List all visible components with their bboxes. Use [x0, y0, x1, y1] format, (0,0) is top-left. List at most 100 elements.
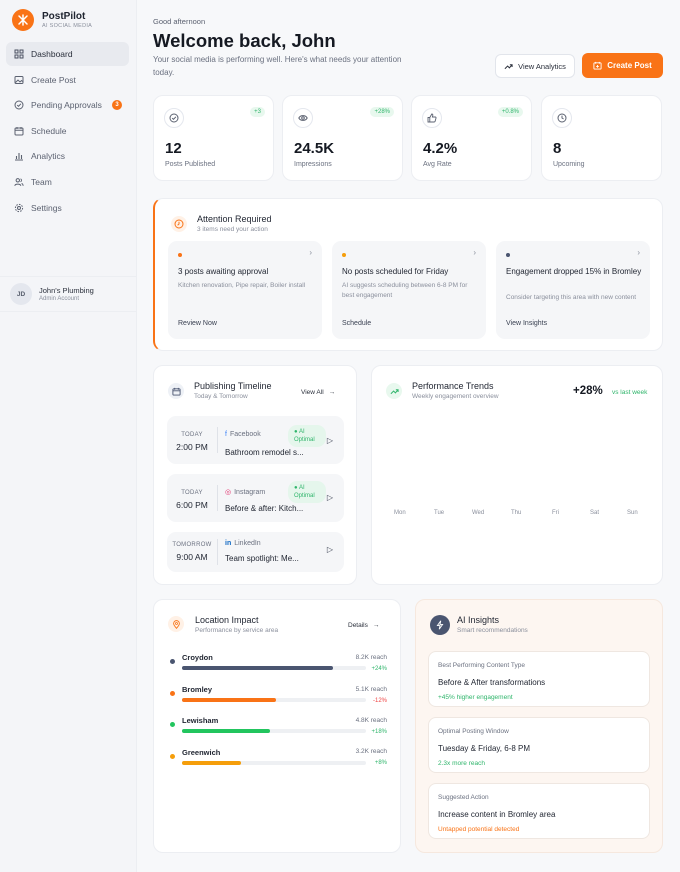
play-icon[interactable]: ▷: [326, 436, 333, 445]
sidebar-item-label: Settings: [31, 202, 62, 213]
logo-icon: [12, 9, 34, 31]
attention-subtitle: 3 items need your action: [197, 226, 268, 233]
insight-card[interactable]: Optimal Posting Window Tuesday & Friday,…: [428, 717, 650, 773]
sidebar-item-team[interactable]: Team: [6, 170, 129, 194]
details-link[interactable]: Details →: [348, 622, 379, 629]
review-now-link[interactable]: Review Now: [178, 320, 217, 327]
insight-key: Best Performing Content Type: [438, 662, 525, 669]
sidebar: PostPilot AI SOCIAL MEDIA Dashboard Crea…: [0, 0, 137, 872]
attention-item-title: 3 posts awaiting approval: [178, 267, 269, 276]
play-icon[interactable]: ▷: [326, 545, 333, 554]
timeline-subtitle: Today & Tomorrow: [194, 393, 248, 400]
sidebar-item-settings[interactable]: Settings: [6, 196, 129, 220]
performance-change: +28%: [573, 385, 603, 397]
location-bar-track: [182, 666, 366, 670]
account-switcher[interactable]: JD John's Plumbing Admin Account: [0, 276, 137, 312]
performance-subtitle: Weekly engagement overview: [412, 393, 499, 400]
attention-item-title: No posts scheduled for Friday: [342, 267, 449, 276]
sidebar-item-label: Analytics: [31, 151, 66, 162]
attention-item-approvals[interactable]: › 3 posts awaiting approval Kitchen reno…: [168, 241, 322, 339]
location-name: Bromley: [182, 685, 213, 694]
timeline-post-title: Team spotlight: Me...: [225, 554, 299, 563]
timeline-item[interactable]: TODAY 6:00 PM ◎ Instagram ● AI Optimal B…: [167, 474, 344, 522]
attention-item-desc: Consider targeting this area with new co…: [506, 294, 637, 301]
sidebar-nav: Dashboard Create Post Pending Approvals …: [6, 42, 129, 221]
location-bar-fill: [182, 761, 241, 765]
stat-card-posts[interactable]: +3 12 Posts Published: [153, 95, 274, 181]
brand-name: PostPilot: [42, 11, 86, 22]
insight-value: Before & After transformations: [438, 678, 546, 687]
chart-day-label: Sat: [590, 510, 600, 516]
location-name: Greenwich: [182, 748, 221, 757]
timeline-item[interactable]: TOMORROW 9:00 AM in LinkedIn Team spotli…: [167, 532, 344, 572]
timeline-day: TODAY: [181, 432, 203, 438]
divider: [217, 427, 218, 453]
check-circle-icon: [14, 100, 24, 110]
sparkle-icon: [430, 615, 450, 635]
location-change: +18%: [371, 729, 387, 735]
schedule-link[interactable]: Schedule: [342, 320, 372, 327]
stat-card-upcoming[interactable]: 8 Upcoming: [541, 95, 662, 181]
stat-change-badge: +3: [250, 107, 265, 117]
calendar-plus-icon: [593, 61, 602, 70]
timeline-platform: in LinkedIn: [225, 540, 261, 547]
insight-key: Suggested Action: [438, 794, 489, 801]
location-impact-panel: Location Impact Performance by service a…: [153, 599, 401, 853]
sidebar-item-create-post[interactable]: Create Post: [6, 68, 129, 92]
trend-up-icon: [386, 383, 402, 399]
stat-label: Upcoming: [553, 161, 585, 168]
stat-label: Impressions: [294, 161, 332, 168]
location-change: +8%: [374, 760, 387, 766]
sidebar-item-pending-approvals[interactable]: Pending Approvals 3: [6, 93, 129, 117]
insight-value: Increase content in Bromley area: [438, 810, 556, 819]
sidebar-item-analytics[interactable]: Analytics: [6, 144, 129, 168]
performance-compare: vs last week: [612, 389, 648, 396]
stat-change-badge: +0.8%: [497, 107, 523, 117]
insight-card[interactable]: Suggested Action Increase content in Bro…: [428, 783, 650, 839]
stat-value: 24.5K: [294, 140, 335, 157]
insight-note: Untapped potential detected: [438, 826, 520, 833]
sidebar-item-label: Create Post: [31, 74, 76, 85]
location-name: Croydon: [182, 653, 213, 662]
stat-change-badge: +28%: [370, 107, 394, 117]
facebook-icon: f: [225, 431, 227, 438]
create-post-label: Create Post: [607, 61, 652, 70]
play-icon[interactable]: ▷: [326, 493, 333, 502]
chart-day-label: Wed: [472, 510, 485, 516]
platform-name: LinkedIn: [234, 540, 261, 547]
stat-label: Posts Published: [165, 161, 216, 168]
stat-card-avg-rate[interactable]: +0.8% 4.2% Avg Rate: [411, 95, 532, 181]
attention-item-engagement[interactable]: › Engagement dropped 15% in Bromley Cons…: [496, 241, 650, 339]
attention-item-title: Engagement dropped 15% in Bromley: [506, 267, 642, 276]
timeline-time: 9:00 AM: [176, 552, 208, 562]
avatar: JD: [10, 283, 32, 305]
location-reach: 3.2K reach: [355, 748, 387, 755]
map-pin-icon: [168, 616, 184, 632]
attention-item-schedule[interactable]: › No posts scheduled for Friday AI sugge…: [332, 241, 486, 339]
timeline-time: 2:00 PM: [176, 442, 208, 452]
location-title: Location Impact: [195, 615, 259, 625]
attention-item-desc: AI suggests scheduling between 6-8 PM fo…: [342, 282, 468, 299]
view-all-link[interactable]: View All →: [301, 389, 335, 396]
sidebar-item-schedule[interactable]: Schedule: [6, 119, 129, 143]
timeline-platform: ◎ Instagram: [225, 488, 265, 497]
location-change: +24%: [371, 666, 387, 672]
chevron-right-icon: ›: [309, 248, 312, 257]
brand-tagline: AI SOCIAL MEDIA: [42, 23, 93, 29]
insight-card[interactable]: Best Performing Content Type Before & Af…: [428, 651, 650, 707]
account-role: Admin Account: [39, 296, 80, 302]
view-analytics-button[interactable]: View Analytics: [495, 54, 575, 78]
eye-icon: [293, 108, 313, 128]
status-dot: [506, 253, 510, 257]
location-subtitle: Performance by service area: [195, 627, 279, 634]
chart-day-label: Thu: [511, 510, 522, 516]
sidebar-item-dashboard[interactable]: Dashboard: [6, 42, 129, 66]
attention-item-desc: Kitchen renovation, Pipe repair, Boiler …: [178, 282, 306, 289]
timeline-item[interactable]: TODAY 2:00 PM f Facebook ● AI Optimal Ba…: [167, 416, 344, 464]
location-dot: [170, 722, 175, 727]
view-insights-link[interactable]: View Insights: [506, 320, 548, 327]
insight-note: +45% higher engagement: [438, 694, 513, 701]
stat-card-impressions[interactable]: +28% 24.5K Impressions: [282, 95, 403, 181]
create-post-button[interactable]: Create Post: [582, 53, 663, 78]
sidebar-item-label: Team: [31, 176, 52, 187]
